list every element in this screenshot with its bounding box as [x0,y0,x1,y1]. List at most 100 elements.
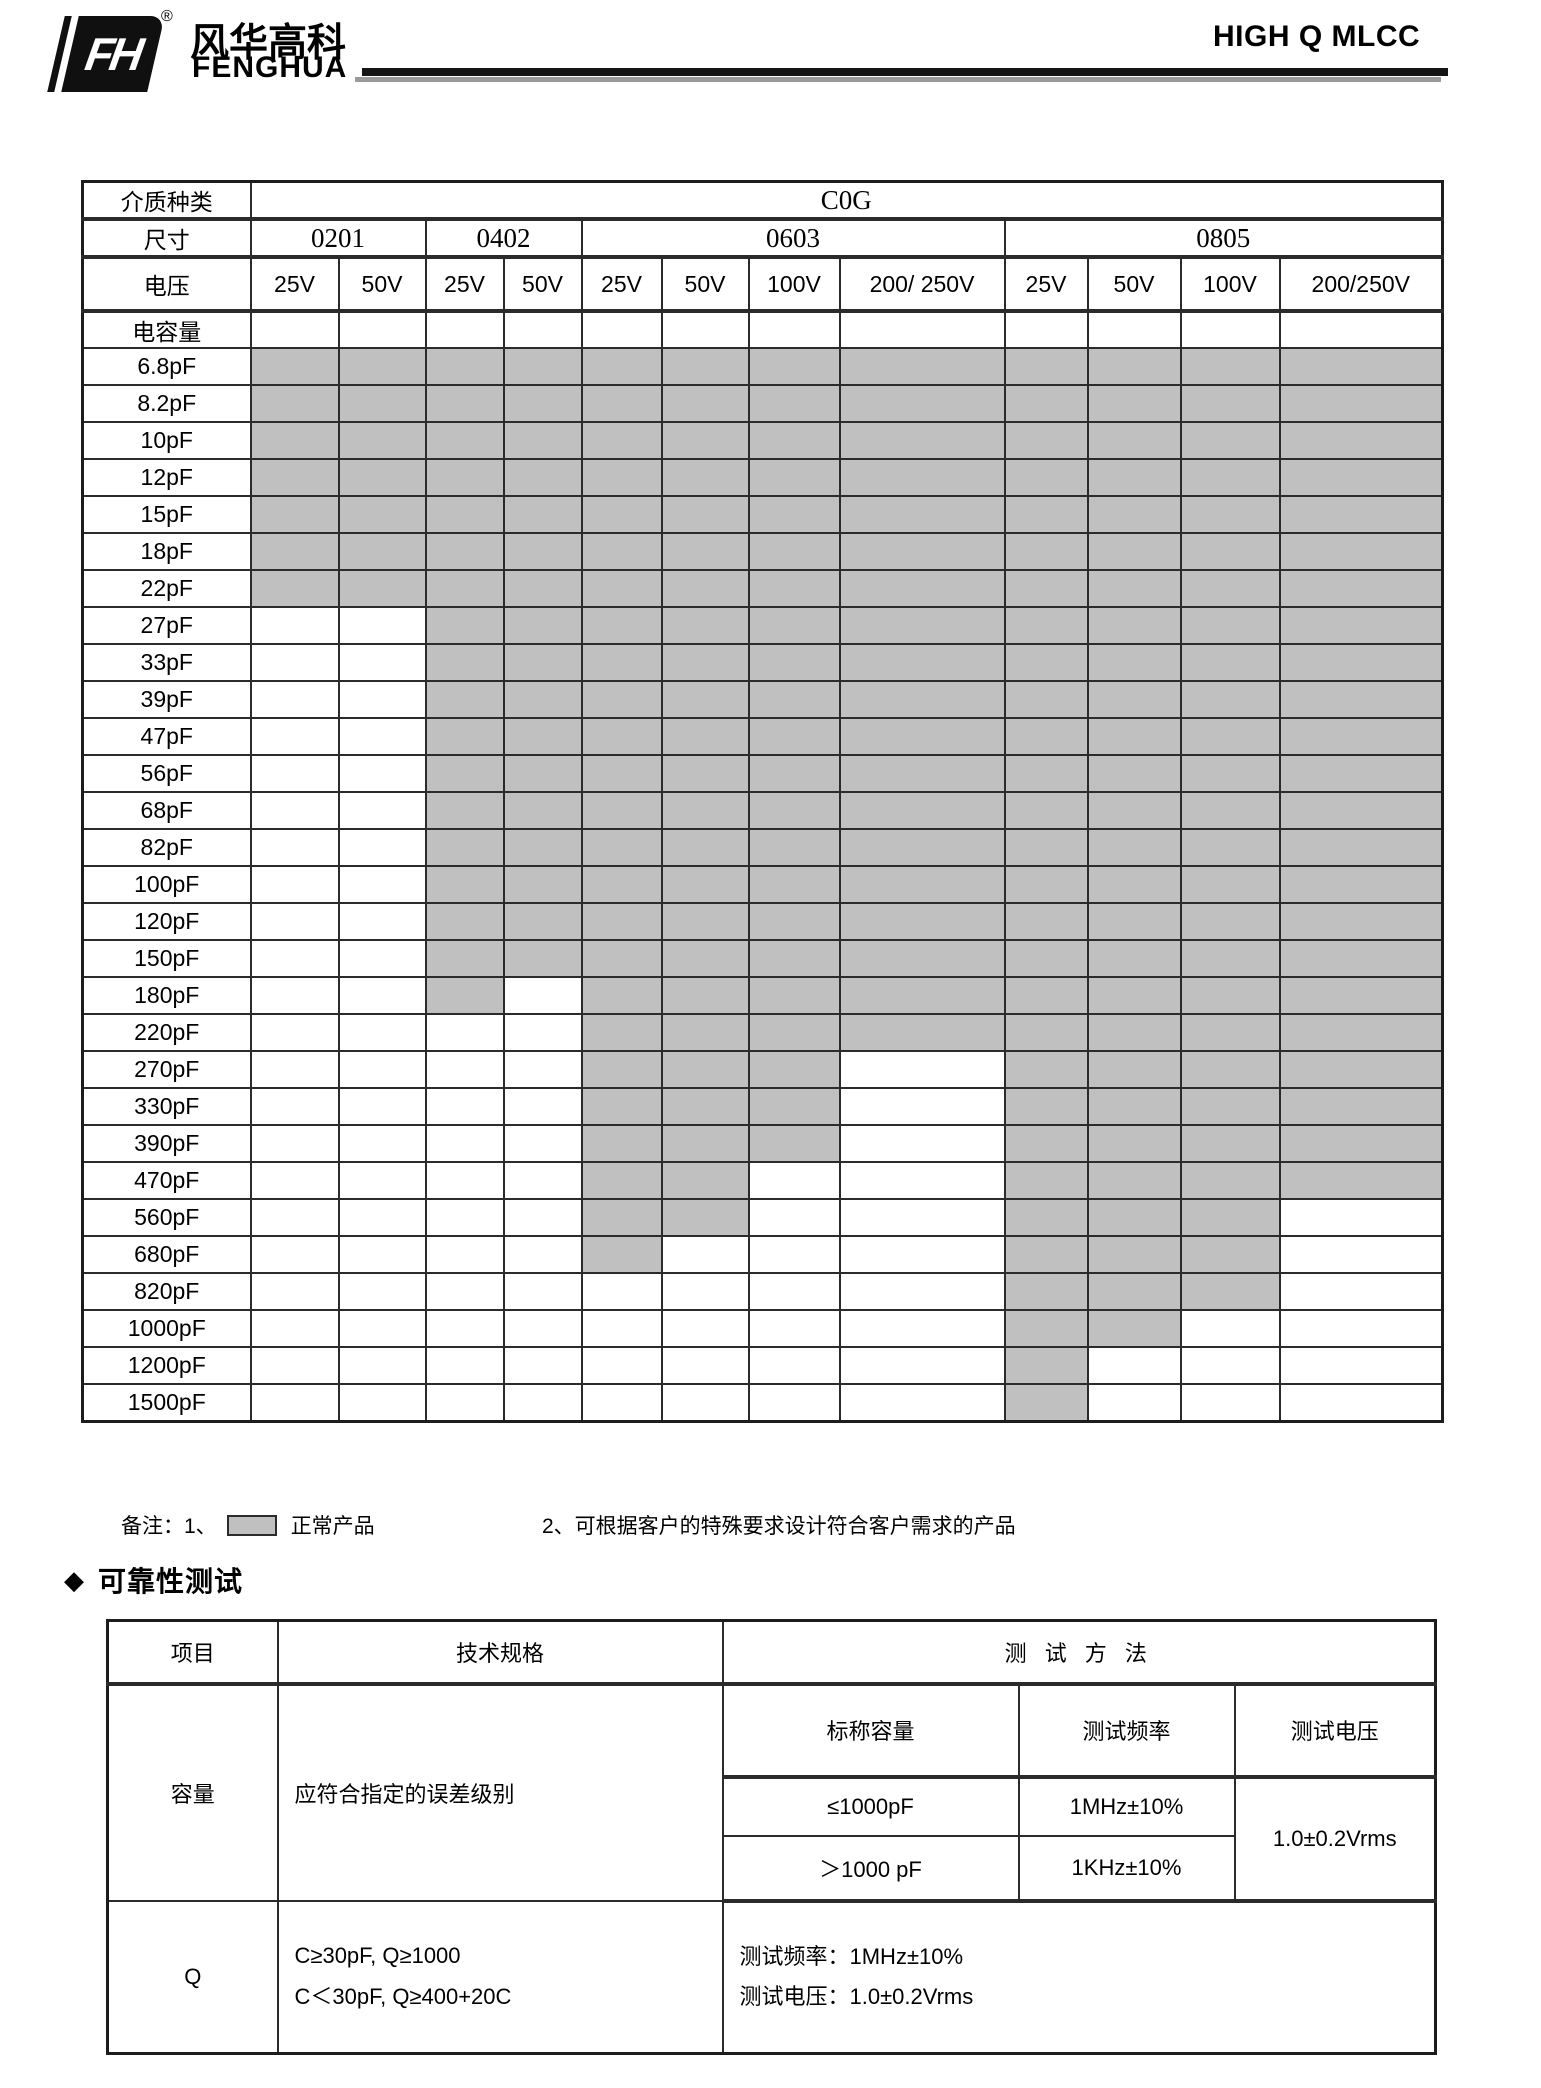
available-cell [424,458,505,497]
empty-cell [337,1161,427,1200]
available-cell [1278,458,1444,497]
reliability-table-container: 项目 技术规格 测 试 方 法 容量 应符合指定的误差级别 标称容量 测试频率 … [106,1619,1437,2055]
capacitance-label: 8.2pF [81,384,252,423]
empty-cell [660,1346,750,1385]
capacitance-row: 220pF [81,1013,1444,1052]
empty-cell [249,680,340,719]
available-cell [1003,1198,1089,1237]
capacitance-label: 15pF [81,495,252,534]
q-spec: C≥30pF, Q≥1000 C＜30pF, Q≥400+20C [276,1899,724,2055]
available-cell [580,532,663,571]
available-cell [249,495,340,534]
empty-cell [838,1346,1006,1385]
available-cell [1003,1087,1089,1126]
available-cell [502,421,583,460]
available-cell [424,754,505,793]
empty-cell [502,1161,583,1200]
available-cell [1086,902,1182,941]
available-cell [660,1161,750,1200]
available-cell [1179,717,1281,756]
capacitance-row: 270pF [81,1050,1444,1089]
available-cell [1278,902,1444,941]
q-spec-line2: C＜30pF, Q≥400+20C [294,1983,512,2009]
available-cell [1278,717,1444,756]
available-cell [1003,421,1089,460]
empty-cell [580,1383,663,1422]
voltage-header: 100V [1179,256,1281,313]
voltage-row: 电压 25V 50V 25V 50V 25V 50V 100V 200/ 250… [81,256,1444,313]
available-cell [580,939,663,978]
available-cell [1003,1013,1089,1052]
empty-cell [747,1198,841,1237]
size-header-0402: 0402 [424,218,583,259]
q-method-line1: 测试频率：1MHz±10% [739,1943,964,1969]
capacitance-label: 220pF [81,1013,252,1052]
available-cell [1179,606,1281,645]
capacitance-label: 6.8pF [81,347,252,386]
empty-cell [249,939,340,978]
empty-cell [502,1309,583,1348]
empty-cell [1086,1346,1182,1385]
available-cell [838,384,1006,423]
empty-cell [1179,1383,1281,1422]
available-cell [838,680,1006,719]
empty-cell [337,1087,427,1126]
capacity-gt1000-row: ＞1000 pF 1KHz±10% [108,1834,1436,1903]
empty-cell [502,1346,583,1385]
empty-cell [337,865,427,904]
available-cell [1179,1235,1281,1274]
empty-cell [838,1235,1006,1274]
empty-cell [337,1383,427,1422]
empty-cell [838,310,1006,349]
empty-cell [838,1198,1006,1237]
available-cell [1003,1346,1089,1385]
empty-cell [747,1346,841,1385]
diamond-icon: ◆ [64,1565,84,1595]
empty-cell [660,1235,750,1274]
available-cell [424,902,505,941]
available-cell [580,1013,663,1052]
available-cell [1086,717,1182,756]
capacitance-row: 100pF [81,865,1444,904]
empty-cell [838,1050,1006,1089]
empty-cell [249,1309,340,1348]
available-cell [660,791,750,830]
available-cell [1003,1272,1089,1311]
available-cell [660,902,750,941]
empty-cell [337,310,427,349]
capacitance-label: 560pF [81,1198,252,1237]
available-cell [1003,939,1089,978]
page-title: HIGH Q MLCC [1213,20,1421,53]
empty-cell [747,1383,841,1422]
available-cell [1278,754,1444,793]
reliability-header-row: 项目 技术规格 测 试 方 法 [106,1619,1437,1686]
brand-name-english: FENGHUA [192,51,348,84]
available-cell [1086,1272,1182,1311]
available-cell [424,606,505,645]
available-cell [502,384,583,423]
empty-cell [337,1198,427,1237]
available-cell [1086,1124,1182,1163]
voltage-header: 25V [249,256,340,313]
empty-cell [249,828,340,867]
available-cell [580,717,663,756]
available-cell [1086,1198,1182,1237]
available-cell [838,791,1006,830]
empty-cell [424,1309,505,1348]
empty-cell [1179,1346,1281,1385]
capacitance-row: 1000pF [81,1309,1444,1348]
available-cell [1179,347,1281,386]
empty-cell [660,1309,750,1348]
capacitance-row: 15pF [81,495,1444,534]
available-cell [1278,532,1444,571]
available-cell [1179,384,1281,423]
empty-cell [337,754,427,793]
available-cell [502,495,583,534]
q-method: 测试频率：1MHz±10% 测试电压：1.0±0.2Vrms [721,1899,1437,2055]
available-cell [747,495,841,534]
empty-cell [1003,310,1089,349]
capacitance-label: 390pF [81,1124,252,1163]
capacitance-row: 39pF [81,680,1444,719]
available-cell [580,976,663,1015]
empty-cell [337,680,427,719]
